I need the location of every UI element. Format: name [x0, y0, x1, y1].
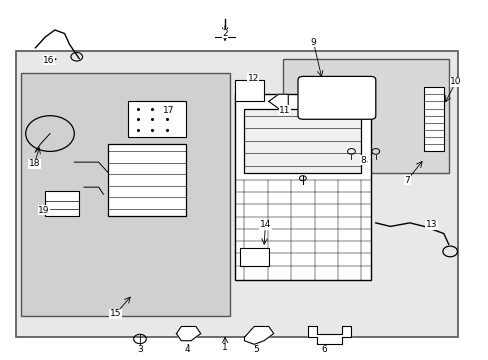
Polygon shape: [268, 94, 287, 109]
Text: 4: 4: [184, 345, 190, 354]
Bar: [16, 51, 458, 337]
Text: 11: 11: [279, 106, 290, 115]
Text: 3: 3: [137, 345, 142, 354]
Text: 16: 16: [43, 56, 55, 65]
Bar: [45, 191, 79, 216]
Polygon shape: [244, 327, 273, 344]
Text: 15: 15: [110, 310, 121, 319]
Text: 7: 7: [404, 176, 409, 185]
Bar: [244, 109, 361, 173]
Text: 5: 5: [253, 345, 259, 354]
Text: 9: 9: [310, 38, 316, 47]
FancyBboxPatch shape: [297, 76, 375, 119]
Text: 10: 10: [449, 77, 461, 86]
Text: 1: 1: [222, 343, 227, 352]
Bar: [283, 59, 448, 173]
Bar: [424, 87, 443, 152]
Bar: [108, 144, 186, 216]
Text: 8: 8: [360, 156, 366, 165]
Text: 14: 14: [259, 220, 270, 229]
Bar: [21, 73, 229, 316]
Bar: [127, 102, 186, 137]
Bar: [239, 248, 268, 266]
Bar: [234, 80, 264, 102]
Text: 18: 18: [29, 159, 40, 168]
Text: 19: 19: [39, 206, 50, 215]
Text: 17: 17: [163, 106, 175, 115]
Bar: [234, 94, 370, 280]
Polygon shape: [307, 327, 351, 344]
Text: 6: 6: [321, 345, 327, 354]
Text: 2: 2: [222, 29, 227, 38]
Text: 12: 12: [247, 74, 259, 83]
Polygon shape: [176, 327, 201, 341]
Text: 13: 13: [425, 220, 437, 229]
